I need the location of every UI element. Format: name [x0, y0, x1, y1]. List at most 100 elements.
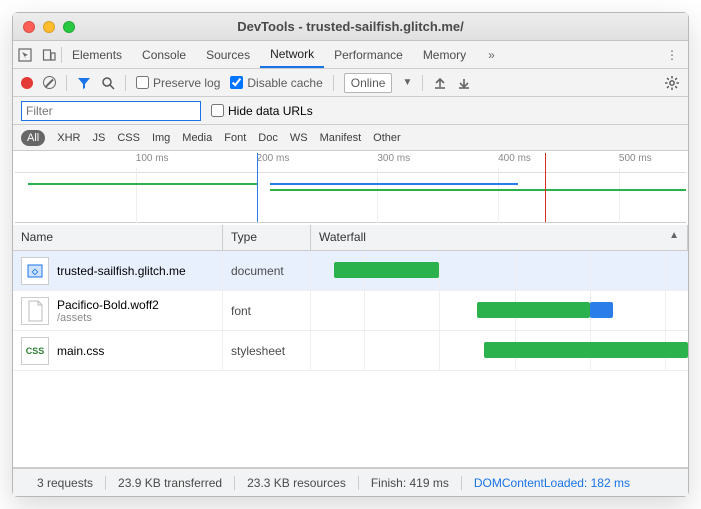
waterfall-bar	[477, 302, 590, 318]
ruler-tick: 400 ms	[498, 153, 531, 164]
file-icon: ◇	[21, 257, 49, 285]
grid-line	[665, 251, 666, 290]
status-transferred: 23.9 KB transferred	[106, 476, 235, 490]
disable-cache-input[interactable]	[230, 76, 243, 89]
status-resources: 23.3 KB resources	[235, 476, 359, 490]
divider	[66, 75, 67, 91]
file-name: trusted-sailfish.glitch.me	[57, 264, 186, 278]
throttling-caret-icon[interactable]: ▼	[402, 77, 412, 88]
type-js[interactable]: JS	[92, 132, 105, 144]
cell-waterfall	[311, 331, 688, 370]
col-type[interactable]: Type	[223, 225, 311, 250]
file-name: Pacifico-Bold.woff2	[57, 298, 159, 312]
upload-har-icon[interactable]	[433, 76, 447, 90]
throttling-value: Online	[351, 76, 386, 90]
titlebar: DevTools - trusted-sailfish.glitch.me/	[13, 13, 688, 41]
throttling-select[interactable]: Online	[344, 73, 393, 93]
cell-name[interactable]: CSS main.css	[13, 331, 223, 370]
overview-bar	[28, 183, 256, 185]
download-har-icon[interactable]	[457, 76, 471, 90]
preserve-log-input[interactable]	[136, 76, 149, 89]
type-media[interactable]: Media	[182, 132, 212, 144]
type-font[interactable]: Font	[224, 132, 246, 144]
hide-data-urls-label: Hide data URLs	[228, 104, 313, 118]
tab-memory[interactable]: Memory	[413, 41, 476, 68]
device-icon[interactable]	[37, 48, 61, 62]
filter-bar: Hide data URLs	[13, 97, 688, 125]
request-rows: ◇trusted-sailfish.glitch.medocumentPacif…	[13, 251, 688, 371]
cell-waterfall	[311, 251, 688, 290]
overview-timeline[interactable]: 100 ms 200 ms 300 ms 400 ms 500 ms	[15, 153, 686, 223]
type-all[interactable]: All	[21, 130, 45, 146]
sort-icon: ▲	[669, 230, 679, 241]
waterfall-bar	[484, 342, 688, 358]
disable-cache-checkbox[interactable]: Disable cache	[230, 76, 322, 90]
preserve-log-checkbox[interactable]: Preserve log	[136, 76, 220, 90]
file-name-wrap: Pacifico-Bold.woff2/assets	[57, 298, 159, 324]
ruler-tick: 100 ms	[136, 153, 169, 164]
grid-line	[364, 291, 365, 330]
tab-elements[interactable]: Elements	[62, 41, 132, 68]
filter-icon[interactable]	[77, 76, 91, 90]
cell-type: font	[223, 291, 311, 330]
filter-input-wrap[interactable]	[21, 101, 201, 121]
file-name: main.css	[57, 344, 104, 358]
request-row[interactable]: CSS main.css stylesheet	[13, 331, 688, 371]
filter-input[interactable]	[26, 104, 196, 118]
type-css[interactable]: CSS	[117, 132, 140, 144]
divider	[333, 75, 334, 91]
request-row[interactable]: Pacifico-Bold.woff2/assets font	[13, 291, 688, 331]
type-other[interactable]: Other	[373, 132, 401, 144]
col-name[interactable]: Name	[13, 225, 223, 250]
search-icon[interactable]	[101, 76, 115, 90]
type-manifest[interactable]: Manifest	[320, 132, 362, 144]
clear-button[interactable]	[43, 76, 56, 89]
ruler-tick: 200 ms	[257, 153, 290, 164]
hide-data-urls-checkbox[interactable]: Hide data URLs	[211, 104, 313, 118]
hide-data-urls-input[interactable]	[211, 104, 224, 117]
disable-cache-label: Disable cache	[247, 76, 322, 90]
file-name-wrap: main.css	[57, 344, 104, 358]
grid-line	[439, 291, 440, 330]
ruler-tick: 500 ms	[619, 153, 652, 164]
cell-name[interactable]: Pacifico-Bold.woff2/assets	[13, 291, 223, 330]
more-tabs-icon[interactable]: »	[480, 48, 503, 62]
record-button[interactable]	[21, 77, 33, 89]
grid-line	[515, 251, 516, 290]
file-name-wrap: trusted-sailfish.glitch.me	[57, 264, 186, 278]
type-ws[interactable]: WS	[290, 132, 308, 144]
grid-line	[439, 331, 440, 370]
type-xhr[interactable]: XHR	[57, 132, 80, 144]
kebab-menu-icon[interactable]: ⋮	[664, 48, 680, 62]
waterfall-bar	[590, 302, 613, 318]
type-filter-bar: All XHR JS CSS Img Media Font Doc WS Man…	[13, 125, 688, 151]
tab-performance[interactable]: Performance	[324, 41, 413, 68]
tab-console[interactable]: Console	[132, 41, 196, 68]
grid-line	[665, 291, 666, 330]
tab-sources[interactable]: Sources	[196, 41, 260, 68]
inspect-icon[interactable]	[13, 48, 37, 62]
ruler-tick: 300 ms	[377, 153, 410, 164]
file-icon	[21, 297, 49, 325]
overview-bar	[270, 189, 686, 191]
window-title: DevTools - trusted-sailfish.glitch.me/	[13, 19, 688, 34]
overview-marker	[257, 153, 258, 222]
request-row[interactable]: ◇ trusted-sailfish.glitch.me document	[13, 251, 688, 291]
type-img[interactable]: Img	[152, 132, 170, 144]
file-icon: CSS	[21, 337, 49, 365]
waterfall-bar	[334, 262, 440, 278]
cell-type: document	[223, 251, 311, 290]
status-bar: 3 requests 23.9 KB transferred 23.3 KB r…	[13, 468, 688, 496]
cell-type: stylesheet	[223, 331, 311, 370]
file-path: /assets	[57, 312, 159, 324]
grid-line	[439, 251, 440, 290]
tab-network[interactable]: Network	[260, 41, 324, 68]
col-waterfall[interactable]: Waterfall ▲	[311, 225, 688, 250]
divider	[125, 75, 126, 91]
settings-icon[interactable]	[664, 75, 680, 91]
type-doc[interactable]: Doc	[258, 132, 278, 144]
status-finish: Finish: 419 ms	[359, 476, 462, 490]
grid-line	[590, 251, 591, 290]
cell-name[interactable]: ◇ trusted-sailfish.glitch.me	[13, 251, 223, 290]
overview-bar	[270, 183, 518, 185]
